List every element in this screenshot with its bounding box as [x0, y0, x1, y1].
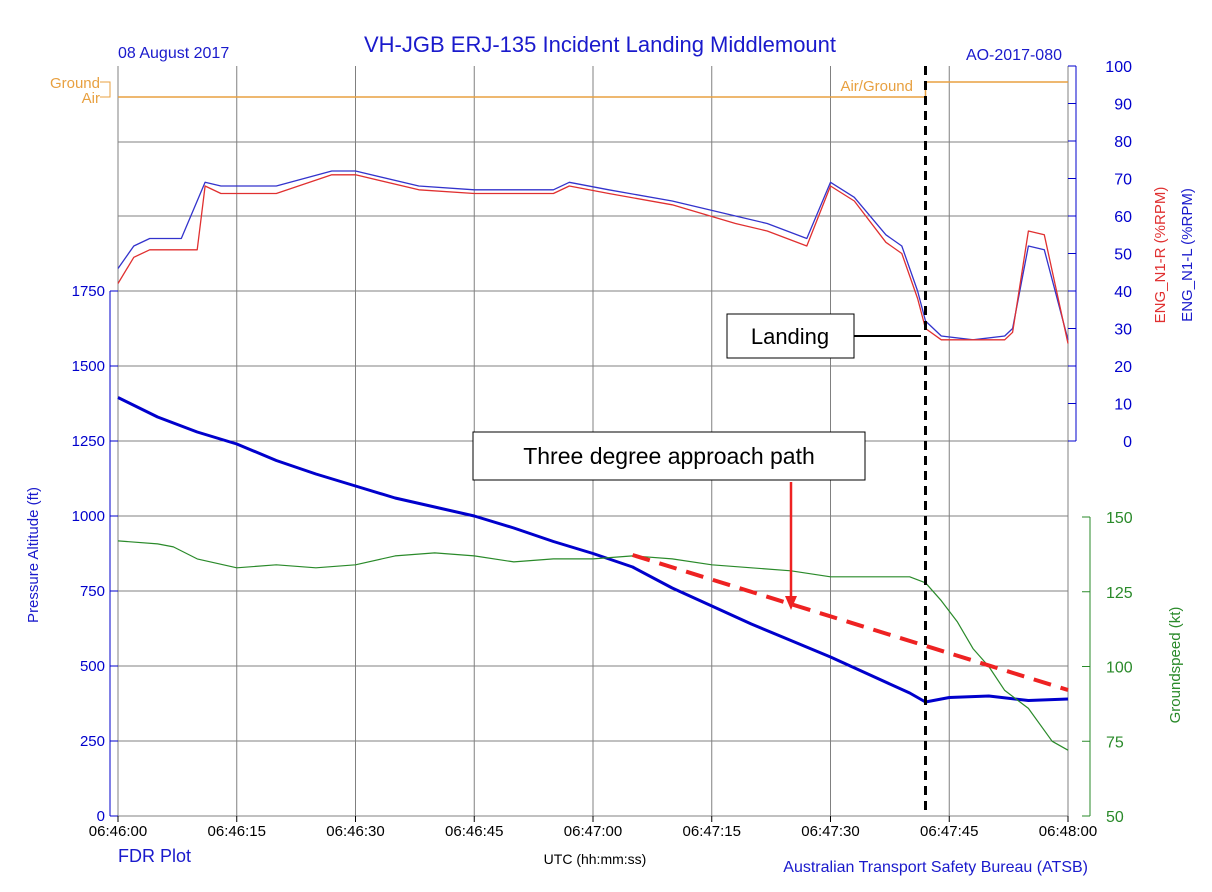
air-ground-series-label: Air/Ground — [840, 78, 913, 95]
series-group — [117, 66, 1069, 816]
groundspeed-axis: 50 75 100 125 150 — [1082, 510, 1133, 826]
altitude-tick-label: 1000 — [72, 508, 105, 525]
altitude-tick-label: 1750 — [72, 283, 105, 300]
time-tick-label: 06:46:15 — [208, 823, 266, 840]
time-tick-label: 06:46:45 — [445, 823, 503, 840]
time-tick-label: 06:48:00 — [1039, 823, 1097, 840]
n1-right-axis-label: ENG_N1-R (%RPM) — [1152, 187, 1169, 324]
footer-right: Australian Transport Safety Bureau (ATSB… — [783, 859, 1088, 876]
groundspeed-tick-label: 125 — [1106, 585, 1133, 602]
n1-tick-label: 0 — [1123, 434, 1132, 451]
eng-n1-r-rpm-line — [117, 174, 1069, 344]
time-tick-label: 06:46:30 — [326, 823, 384, 840]
chart-date: 08 August 2017 — [118, 45, 229, 62]
altitude-tick-label: 250 — [80, 733, 105, 750]
time-tick-label: 06:47:45 — [920, 823, 978, 840]
time-tick-label: 06:47:00 — [564, 823, 622, 840]
approach-label: Three degree approach path — [523, 443, 815, 469]
altitude-tick-label: 750 — [80, 583, 105, 600]
pressure-altitude-ft-line — [117, 396, 1069, 704]
footer-left: FDR Plot — [118, 846, 191, 866]
groundspeed-tick-label: 100 — [1106, 660, 1133, 677]
time-axis: 06:46:00 06:46:15 06:46:30 06:46:45 06:47:00… — [89, 816, 1097, 840]
n1-tick-label: 100 — [1105, 59, 1132, 76]
n1-left-axis-label: ENG_N1-L (%RPM) — [1179, 188, 1196, 322]
n1-tick-label: 60 — [1114, 209, 1132, 226]
time-tick-label: 06:47:30 — [801, 823, 859, 840]
groundspeed-tick-label: 50 — [1106, 809, 1124, 826]
time-tick-label: 06:46:00 — [89, 823, 147, 840]
n1-tick-label: 20 — [1114, 359, 1132, 376]
groundspeed-kt-line — [117, 540, 1069, 751]
report-id: AO-2017-080 — [966, 47, 1062, 64]
n1-tick-label: 30 — [1114, 322, 1132, 339]
ground-label: Ground — [50, 75, 100, 92]
n1-tick-label: 10 — [1114, 397, 1132, 414]
altitude-tick-label: 0 — [97, 808, 105, 825]
landing-callout: Landing — [726, 313, 921, 359]
n1-tick-label: 90 — [1114, 97, 1132, 114]
x-axis-label: UTC (hh:mm:ss) — [544, 851, 647, 867]
air-label: Air — [82, 90, 100, 107]
groundspeed-tick-label: 75 — [1106, 734, 1124, 751]
groundspeed-axis-label: Groundspeed (kt) — [1167, 607, 1184, 724]
chart-title: VH-JGB ERJ-135 Incident Landing Middlemo… — [364, 32, 836, 57]
altitude-tick-label: 1500 — [72, 358, 105, 375]
altitude-tick-label: 1250 — [72, 433, 105, 450]
time-tick-label: 06:47:15 — [683, 823, 741, 840]
n1-tick-label: 80 — [1114, 134, 1132, 151]
n1-tick-label: 50 — [1114, 247, 1132, 264]
three-degree-approach-path-line — [632, 553, 1069, 692]
altitude-axis-label: Pressure Altitude (ft) — [25, 487, 42, 623]
n1-tick-label: 70 — [1114, 172, 1132, 189]
altitude-axis: 0 250 500 750 1000 1250 1500 1750 — [72, 283, 118, 825]
altitude-tick-label: 500 — [80, 658, 105, 675]
air-ground-bracket — [100, 81, 111, 98]
n1-tick-label: 40 — [1114, 284, 1132, 301]
approach-callout: Three degree approach path — [472, 431, 866, 610]
groundspeed-tick-label: 150 — [1106, 510, 1133, 527]
n1-axis: 0 10 20 30 40 50 60 70 80 90 100 — [1068, 59, 1132, 451]
landing-label: Landing — [751, 324, 829, 349]
